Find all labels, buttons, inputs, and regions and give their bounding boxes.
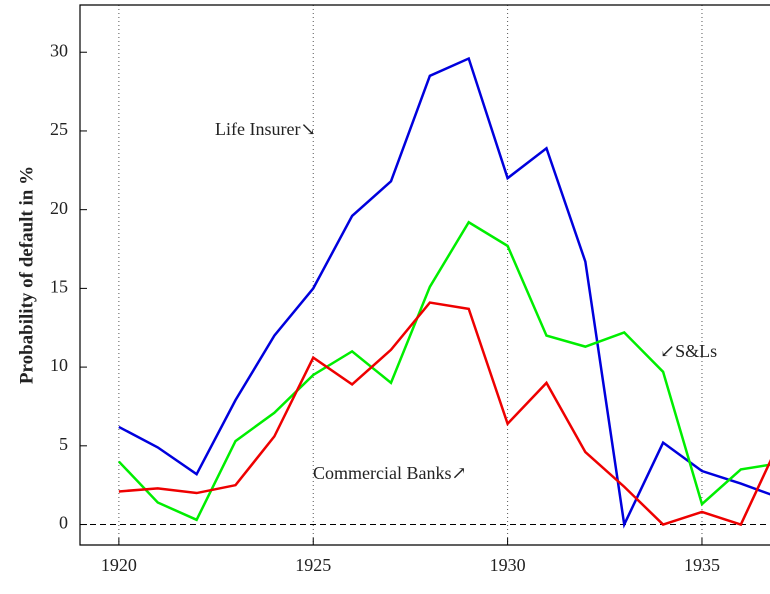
x-tick-label: 1930 bbox=[490, 555, 526, 575]
y-tick-label: 15 bbox=[50, 277, 68, 297]
y-axis-label: Probability of default in % bbox=[16, 166, 37, 384]
axes-frame bbox=[79, 4, 770, 546]
series-line bbox=[118, 301, 770, 527]
x-tick-label: 1925 bbox=[295, 555, 331, 575]
series-annotation: ↙S&Ls bbox=[660, 341, 717, 361]
series-line bbox=[118, 56, 770, 529]
x-tick-label: 1935 bbox=[684, 555, 720, 575]
y-tick-label: 5 bbox=[59, 434, 68, 454]
y-tick-label: 25 bbox=[50, 119, 68, 139]
y-tick-label: 30 bbox=[50, 40, 68, 60]
series-line bbox=[117, 220, 770, 522]
series-annotation: Life Insurer↘ bbox=[215, 119, 316, 139]
y-tick-label: 10 bbox=[50, 355, 68, 375]
y-tick-label: 20 bbox=[50, 198, 68, 218]
x-tick-label: 1920 bbox=[101, 555, 137, 575]
series-annotation: Commercial Banks↗ bbox=[313, 463, 467, 483]
y-tick-label: 0 bbox=[59, 513, 68, 533]
